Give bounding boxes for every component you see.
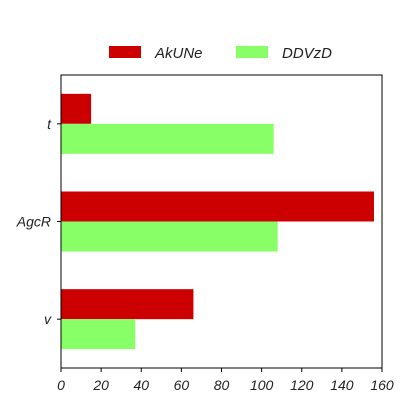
bar-AkUNe-v [61, 289, 194, 320]
x-tick-label: 80 [214, 377, 230, 393]
x-axis: 0 20 40 60 80 100 120 140 160 [57, 368, 394, 393]
legend-swatch-AkUNe [109, 46, 141, 58]
y-axis: t AgcR v [16, 116, 61, 327]
y-tick-label: v [44, 311, 52, 327]
x-tick-label: 40 [133, 377, 149, 393]
legend-label-AkUNe: AkUNe [154, 45, 203, 62]
bar-DDVzD-AgcR [61, 221, 278, 252]
chart-legend: AkUNe DDVzD [109, 45, 332, 62]
bar-DDVzD-t [61, 123, 274, 154]
x-tick-label: 20 [92, 377, 109, 393]
bar-AkUNe-AgcR [61, 191, 374, 222]
x-tick-label: 120 [290, 377, 314, 393]
legend-swatch-DDVzD [236, 46, 268, 58]
x-tick-label: 0 [57, 377, 65, 393]
bar-DDVzD-v [61, 319, 136, 350]
bar-AkUNe-t [61, 93, 92, 124]
y-tick-label: AgcR [16, 214, 51, 230]
y-tick-label: t [47, 116, 52, 132]
x-tick-label: 160 [370, 377, 394, 393]
x-tick-label: 60 [174, 377, 190, 393]
legend-label-DDVzD: DDVzD [282, 45, 332, 62]
x-tick-label: 100 [250, 377, 274, 393]
bars-group [61, 93, 374, 350]
x-tick-label: 140 [330, 377, 354, 393]
